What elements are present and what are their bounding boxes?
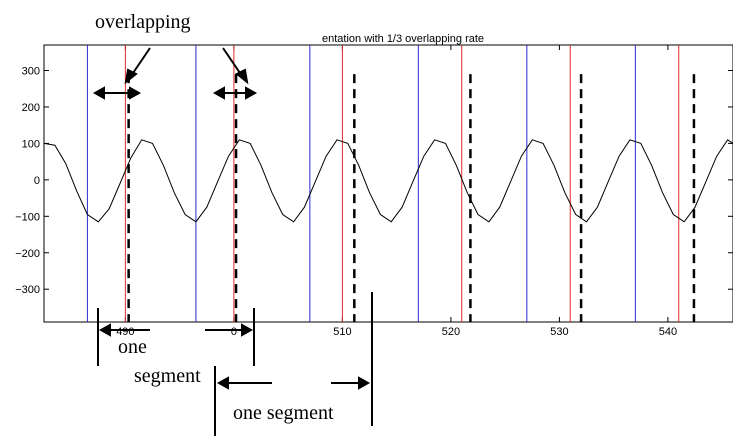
- segment-bracket-1: [97, 308, 255, 366]
- segment-1-arrow-left-head: [98, 323, 111, 337]
- y-tick-label: 300: [22, 66, 40, 78]
- overlap-width-arrow-1-head-right: [129, 86, 142, 100]
- x-tick-label: 510: [333, 326, 351, 338]
- y-tick-label: −100: [15, 211, 40, 223]
- overlapping-arrows: [92, 47, 258, 100]
- overlap-pointer-left: [130, 47, 151, 77]
- overlapping-label: overlapping: [95, 11, 191, 33]
- segment-1-label-line1: one: [118, 336, 147, 358]
- segment-2-arrow-left-head: [216, 376, 229, 390]
- segment-2-arrow-right-head: [358, 376, 371, 390]
- y-tick-label: 0: [34, 175, 40, 187]
- overlap-pointer-left-head: [124, 68, 138, 85]
- x-axis: 490 0 510 520 530 540: [116, 45, 677, 338]
- y-tick-label: −300: [15, 284, 40, 296]
- segment-1-arrow-right-head: [241, 323, 254, 337]
- plot-area: [43, 44, 733, 323]
- overlap-width-arrow-1-head-left: [92, 86, 105, 100]
- y-axis: 300 200 100 0 −100 −200 −300: [15, 66, 733, 296]
- overlap-width-arrow-2-head-left: [212, 86, 225, 100]
- segment-1-label-line2: segment: [134, 365, 201, 387]
- chart-title: entation with 1/3 overlapping rate: [322, 33, 484, 45]
- overlap-pointer-right-head: [235, 68, 249, 85]
- signal-line: [43, 139, 733, 223]
- x-tick-label: 0: [231, 326, 237, 338]
- dashed-boundary-lines: [127, 74, 696, 322]
- y-tick-label: −200: [15, 248, 40, 260]
- y-tick-label: 200: [22, 102, 40, 114]
- x-tick-label: 540: [659, 326, 677, 338]
- overlap-pointer-right: [222, 47, 243, 77]
- x-tick-label: 520: [442, 326, 460, 338]
- overlap-width-arrow-2-head-right: [245, 86, 258, 100]
- x-tick-label: 530: [550, 326, 568, 338]
- segment-bracket-2: [214, 292, 373, 436]
- segment-2-label: one segment: [233, 402, 334, 424]
- y-tick-label: 100: [22, 138, 40, 150]
- signal-series: [43, 139, 733, 223]
- segment-boundary-lines: [86, 45, 680, 322]
